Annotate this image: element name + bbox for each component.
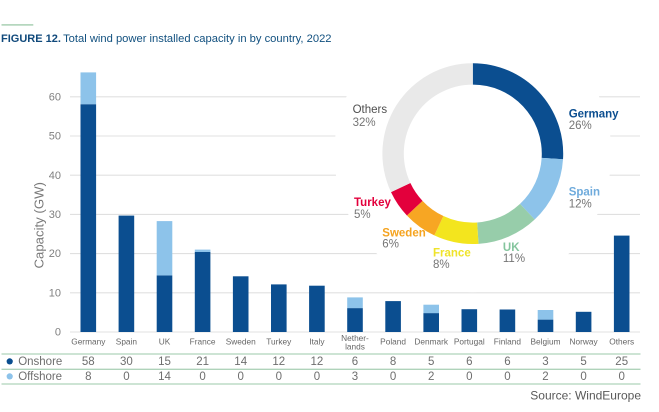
svg-text:Turkey: Turkey — [266, 336, 292, 346]
svg-text:France: France — [433, 248, 471, 260]
svg-text:40: 40 — [49, 170, 61, 182]
svg-text:0: 0 — [504, 371, 510, 383]
svg-text:6: 6 — [466, 356, 472, 368]
svg-text:0: 0 — [466, 371, 472, 383]
svg-text:0: 0 — [618, 371, 624, 383]
svg-text:8: 8 — [85, 371, 91, 383]
svg-text:0: 0 — [390, 371, 396, 383]
svg-text:0: 0 — [276, 371, 282, 383]
svg-text:0: 0 — [237, 371, 243, 383]
svg-text:10: 10 — [49, 287, 61, 299]
svg-text:11%: 11% — [503, 253, 525, 265]
svg-text:30: 30 — [49, 209, 61, 221]
svg-text:Source: WindEurope: Source: WindEurope — [530, 389, 641, 403]
svg-text:Italy: Italy — [309, 336, 325, 346]
svg-text:Onshore: Onshore — [18, 356, 62, 368]
svg-text:Others: Others — [353, 104, 388, 116]
svg-text:5%: 5% — [354, 209, 371, 221]
svg-text:2: 2 — [542, 371, 548, 383]
svg-text:12%: 12% — [569, 199, 592, 211]
svg-text:Sweden: Sweden — [382, 228, 425, 240]
svg-text:5: 5 — [428, 356, 434, 368]
svg-text:UK: UK — [159, 336, 171, 346]
svg-text:Germany: Germany — [71, 336, 106, 346]
svg-text:Nether-: Nether- — [341, 333, 369, 343]
svg-text:Others: Others — [609, 336, 634, 346]
svg-text:3: 3 — [352, 371, 358, 383]
svg-text:Finland: Finland — [494, 336, 522, 346]
svg-text:Offshore: Offshore — [18, 371, 62, 383]
svg-text:2: 2 — [428, 371, 434, 383]
svg-text:0: 0 — [580, 371, 586, 383]
svg-text:6: 6 — [504, 356, 510, 368]
svg-text:Germany: Germany — [569, 108, 619, 120]
svg-text:6%: 6% — [382, 239, 399, 251]
svg-text:Capacity (GW): Capacity (GW) — [32, 182, 47, 268]
svg-text:21: 21 — [196, 356, 209, 368]
svg-text:14: 14 — [158, 371, 171, 383]
svg-text:6: 6 — [352, 356, 358, 368]
svg-text:8: 8 — [390, 356, 396, 368]
svg-text:32%: 32% — [353, 117, 376, 129]
svg-text:50: 50 — [49, 131, 61, 143]
svg-text:0: 0 — [123, 371, 129, 383]
svg-text:0: 0 — [55, 327, 61, 339]
svg-text:UK: UK — [503, 242, 520, 254]
svg-text:15: 15 — [158, 356, 171, 368]
svg-text:8%: 8% — [433, 259, 450, 271]
svg-text:Belgium: Belgium — [531, 336, 561, 346]
svg-text:Spain: Spain — [569, 187, 600, 199]
svg-text:Spain: Spain — [116, 336, 138, 346]
svg-text:58: 58 — [82, 356, 95, 368]
svg-text:Norway: Norway — [570, 336, 599, 346]
svg-text:26%: 26% — [569, 120, 592, 132]
svg-text:Total wind power installed cap: Total wind power installed capacity in b… — [63, 33, 331, 45]
svg-text:Turkey: Turkey — [354, 197, 391, 209]
svg-text:Poland: Poland — [380, 336, 406, 346]
svg-text:0: 0 — [314, 371, 320, 383]
svg-text:60: 60 — [49, 91, 61, 103]
svg-text:25: 25 — [615, 356, 628, 368]
svg-text:Portugal: Portugal — [454, 336, 485, 346]
svg-text:France: France — [190, 336, 216, 346]
svg-text:0: 0 — [199, 371, 205, 383]
svg-text:12: 12 — [272, 356, 285, 368]
svg-text:20: 20 — [49, 248, 61, 260]
svg-text:12: 12 — [311, 356, 324, 368]
svg-text:30: 30 — [120, 356, 133, 368]
svg-text:Denmark: Denmark — [414, 336, 449, 346]
svg-text:Sweden: Sweden — [226, 336, 256, 346]
svg-text:5: 5 — [580, 356, 586, 368]
svg-text:3: 3 — [542, 356, 548, 368]
svg-text:14: 14 — [234, 356, 247, 368]
svg-text:FIGURE 12.: FIGURE 12. — [1, 33, 61, 45]
svg-text:lands: lands — [345, 341, 365, 351]
